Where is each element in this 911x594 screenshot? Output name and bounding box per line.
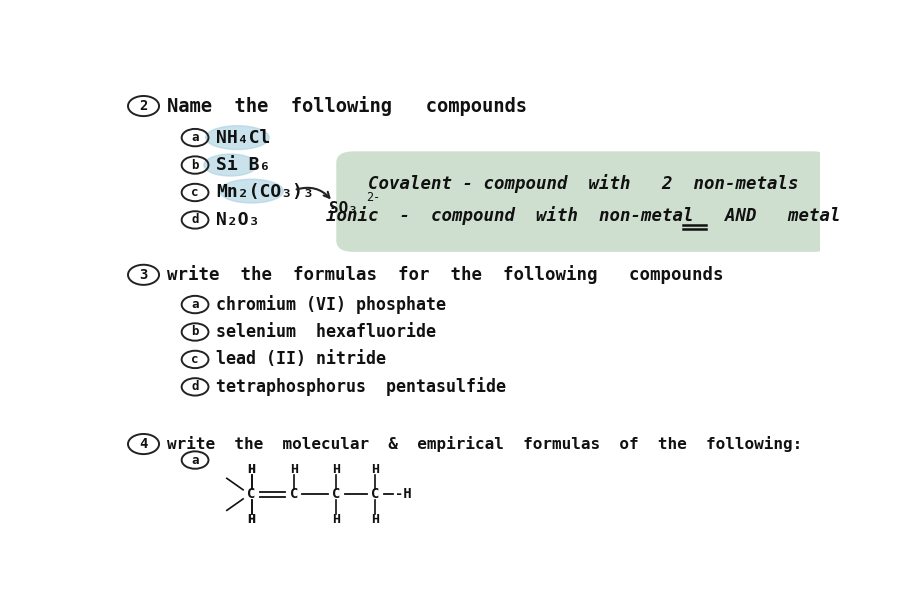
Text: Covalent - compound  with   2  non-metals: Covalent - compound with 2 non-metals <box>368 174 799 193</box>
Text: N₂O₃: N₂O₃ <box>216 211 260 229</box>
Text: Si B₆: Si B₆ <box>216 156 271 174</box>
Text: NH₄Cl: NH₄Cl <box>216 128 271 147</box>
Text: SO₃: SO₃ <box>329 201 358 216</box>
FancyBboxPatch shape <box>336 151 831 252</box>
Text: H: H <box>248 463 256 476</box>
Text: write  the  formulas  for  the  following   compounds: write the formulas for the following com… <box>167 266 723 285</box>
Text: selenium  hexafluoride: selenium hexafluoride <box>216 323 436 341</box>
Text: H: H <box>333 513 341 526</box>
Text: H: H <box>248 513 256 526</box>
Text: 3: 3 <box>139 268 148 282</box>
Text: H: H <box>371 463 379 476</box>
Text: H: H <box>248 463 256 476</box>
Text: a: a <box>191 131 199 144</box>
Ellipse shape <box>220 179 283 203</box>
Text: write  the  molecular  &  empirical  formulas  of  the  following:: write the molecular & empirical formulas… <box>167 436 802 452</box>
Text: 2: 2 <box>139 99 148 113</box>
Text: tetraphosphorus  pentasulfide: tetraphosphorus pentasulfide <box>216 377 507 396</box>
Text: H: H <box>333 463 341 476</box>
Text: -H: -H <box>395 487 412 501</box>
Text: C: C <box>248 487 256 501</box>
Text: b: b <box>191 326 199 339</box>
Text: 2-: 2- <box>366 191 380 204</box>
Text: Name  the  following   compounds: Name the following compounds <box>167 96 527 116</box>
Ellipse shape <box>206 126 270 150</box>
Text: a: a <box>191 454 199 466</box>
Text: H: H <box>248 513 256 526</box>
Text: d: d <box>191 380 199 393</box>
Text: d: d <box>191 213 199 226</box>
Text: ionic  -  compound  with  non-metal   AND   metal: ionic - compound with non-metal AND meta… <box>326 206 841 225</box>
Text: c: c <box>191 353 199 366</box>
Text: lead (II) nitride: lead (II) nitride <box>216 350 386 368</box>
Text: b: b <box>191 159 199 172</box>
Text: C: C <box>290 487 298 501</box>
Text: chromium (VI) phosphate: chromium (VI) phosphate <box>216 295 446 314</box>
Text: C: C <box>333 487 341 501</box>
Text: H: H <box>290 463 298 476</box>
Text: Mn₂(CO₃)₃: Mn₂(CO₃)₃ <box>216 184 314 201</box>
Text: c: c <box>191 186 199 199</box>
Text: H: H <box>371 513 379 526</box>
Text: 4: 4 <box>139 437 148 451</box>
Text: C: C <box>371 487 379 501</box>
Text: a: a <box>191 298 199 311</box>
Ellipse shape <box>204 154 257 176</box>
